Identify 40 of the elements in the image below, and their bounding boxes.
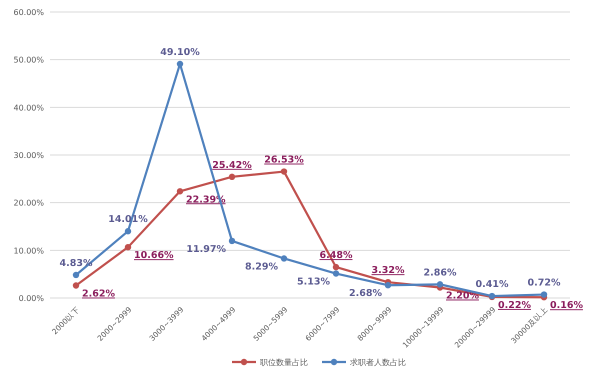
point xyxy=(280,255,288,262)
data-label: 8.29% xyxy=(245,261,278,272)
point xyxy=(176,60,184,68)
y-tick-label: 60.00% xyxy=(13,8,44,17)
point xyxy=(228,238,236,244)
data-label: 2.86% xyxy=(424,267,457,278)
y-tick-label: 50.00% xyxy=(13,56,44,65)
data-label: 26.53% xyxy=(264,154,304,166)
point xyxy=(124,244,132,250)
data-label: 2.62% xyxy=(82,288,116,300)
data-label: 5.13% xyxy=(297,276,330,288)
point xyxy=(228,174,236,180)
data-label: 49.10% xyxy=(160,46,200,58)
legend-label: 职位数量占比 xyxy=(260,358,308,367)
y-tick-label: 20.00% xyxy=(13,198,44,208)
point xyxy=(384,282,392,288)
data-label: 0.72% xyxy=(528,278,561,289)
point xyxy=(280,168,288,175)
data-label: 10.66% xyxy=(134,250,174,262)
data-label: 2.68% xyxy=(349,288,382,300)
data-label: 0.22% xyxy=(498,300,532,311)
point xyxy=(332,264,340,270)
point xyxy=(124,228,132,234)
point xyxy=(332,270,340,277)
data-label: 2.20% xyxy=(446,290,480,302)
data-label: 0.41% xyxy=(476,279,509,290)
point xyxy=(176,188,184,194)
point xyxy=(436,281,444,288)
y-tick-label: 10.00% xyxy=(13,246,44,256)
point xyxy=(540,291,548,298)
y-tick-label: 0.00% xyxy=(18,294,44,303)
point xyxy=(72,272,80,278)
point xyxy=(72,282,80,289)
data-label: 11.97% xyxy=(186,244,226,255)
legend-label: 求职者人数占比 xyxy=(350,358,406,367)
data-label: 3.32% xyxy=(372,265,405,276)
data-label: 25.42% xyxy=(212,160,252,171)
y-tick-label: 30.00% xyxy=(13,151,44,160)
data-label: 0.16% xyxy=(550,300,584,312)
y-tick-label: 40.00% xyxy=(13,103,44,112)
